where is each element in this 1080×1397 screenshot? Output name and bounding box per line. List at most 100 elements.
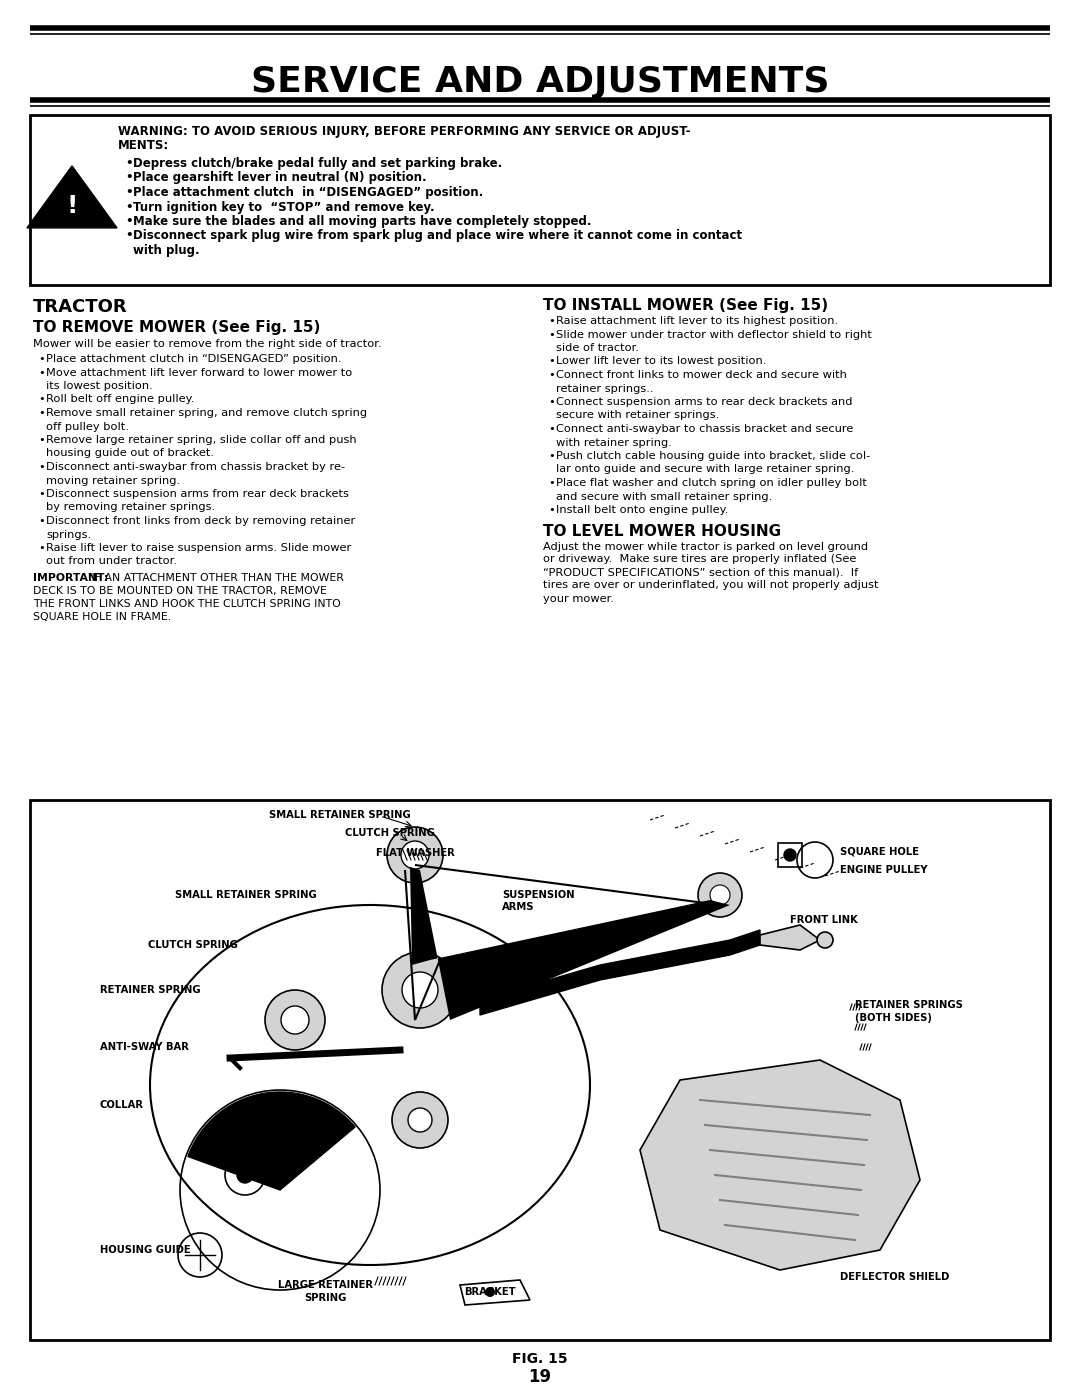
Text: •: • <box>548 356 555 366</box>
Circle shape <box>387 827 443 883</box>
Text: SMALL RETAINER SPRING: SMALL RETAINER SPRING <box>269 810 410 820</box>
Text: SPRING: SPRING <box>303 1294 347 1303</box>
Text: 19: 19 <box>528 1368 552 1386</box>
Text: moving retainer spring.: moving retainer spring. <box>46 475 180 486</box>
Text: DECK IS TO BE MOUNTED ON THE TRACTOR, REMOVE: DECK IS TO BE MOUNTED ON THE TRACTOR, RE… <box>33 585 327 597</box>
Text: •: • <box>38 408 44 418</box>
Text: Slide mower under tractor with deflector shield to right: Slide mower under tractor with deflector… <box>556 330 872 339</box>
Circle shape <box>408 1108 432 1132</box>
Text: •: • <box>548 370 555 380</box>
Text: Connect suspension arms to rear deck brackets and: Connect suspension arms to rear deck bra… <box>556 397 852 407</box>
Circle shape <box>784 849 796 861</box>
Wedge shape <box>188 1092 355 1190</box>
Text: •: • <box>38 353 44 365</box>
Bar <box>30 115 1050 285</box>
Text: its lowest position.: its lowest position. <box>46 381 152 391</box>
Text: •: • <box>125 186 133 198</box>
Text: THE FRONT LINKS AND HOOK THE CLUTCH SPRING INTO: THE FRONT LINKS AND HOOK THE CLUTCH SPRI… <box>33 599 341 609</box>
Text: !: ! <box>66 194 78 218</box>
Text: retainer springs..: retainer springs.. <box>556 384 653 394</box>
Text: •: • <box>38 489 44 499</box>
Text: Disconnect anti-swaybar from chassis bracket by re-: Disconnect anti-swaybar from chassis bra… <box>46 462 346 472</box>
Text: LARGE RETAINER: LARGE RETAINER <box>278 1280 373 1289</box>
Text: Connect front links to mower deck and secure with: Connect front links to mower deck and se… <box>556 370 847 380</box>
Circle shape <box>392 1092 448 1148</box>
Text: TO INSTALL MOWER (See Fig. 15): TO INSTALL MOWER (See Fig. 15) <box>543 298 828 313</box>
Text: TRACTOR: TRACTOR <box>33 298 127 316</box>
Text: SMALL RETAINER SPRING: SMALL RETAINER SPRING <box>175 890 316 900</box>
Circle shape <box>402 972 438 1009</box>
Text: •: • <box>125 229 133 243</box>
Text: •: • <box>548 478 555 488</box>
Circle shape <box>382 951 458 1028</box>
Text: •: • <box>38 394 44 405</box>
Text: Lower lift lever to its lowest position.: Lower lift lever to its lowest position. <box>556 356 767 366</box>
Text: RETAINER SPRING: RETAINER SPRING <box>100 985 201 995</box>
Text: •: • <box>548 397 555 407</box>
Text: springs.: springs. <box>46 529 91 539</box>
Text: Disconnect spark plug wire from spark plug and place wire where it cannot come i: Disconnect spark plug wire from spark pl… <box>133 229 742 243</box>
Text: ANTI-SWAY BAR: ANTI-SWAY BAR <box>100 1042 189 1052</box>
Text: Place attachment clutch in “DISENGAGED” position.: Place attachment clutch in “DISENGAGED” … <box>46 353 341 365</box>
Text: or driveway.  Make sure tires are properly inflated (See: or driveway. Make sure tires are properl… <box>543 555 856 564</box>
Bar <box>778 842 802 868</box>
Circle shape <box>816 932 833 949</box>
Circle shape <box>401 841 429 869</box>
Text: SERVICE AND ADJUSTMENTS: SERVICE AND ADJUSTMENTS <box>251 66 829 99</box>
Text: •: • <box>548 451 555 461</box>
Text: FLAT WASHER: FLAT WASHER <box>376 848 455 858</box>
Text: MENTS:: MENTS: <box>118 138 170 152</box>
Text: lar onto guide and secure with large retainer spring.: lar onto guide and secure with large ret… <box>556 464 854 475</box>
Text: Connect anti-swaybar to chassis bracket and secure: Connect anti-swaybar to chassis bracket … <box>556 425 853 434</box>
Text: DEFLECTOR SHIELD: DEFLECTOR SHIELD <box>840 1273 949 1282</box>
Text: Mower will be easier to remove from the right side of tractor.: Mower will be easier to remove from the … <box>33 339 381 349</box>
Text: CLUTCH SPRING: CLUTCH SPRING <box>346 828 435 838</box>
Circle shape <box>485 1287 495 1296</box>
Text: •: • <box>125 156 133 170</box>
Text: out from under tractor.: out from under tractor. <box>46 556 177 567</box>
Text: Disconnect suspension arms from rear deck brackets: Disconnect suspension arms from rear dec… <box>46 489 349 499</box>
Circle shape <box>281 1006 309 1034</box>
Text: •: • <box>38 462 44 472</box>
Text: •: • <box>125 215 133 228</box>
Text: Roll belt off engine pulley.: Roll belt off engine pulley. <box>46 394 194 405</box>
Text: WARNING: TO AVOID SERIOUS INJURY, BEFORE PERFORMING ANY SERVICE OR ADJUST-: WARNING: TO AVOID SERIOUS INJURY, BEFORE… <box>118 124 690 138</box>
Text: CLUTCH SPRING: CLUTCH SPRING <box>148 940 238 950</box>
Circle shape <box>710 886 730 905</box>
Text: Move attachment lift lever forward to lower mower to: Move attachment lift lever forward to lo… <box>46 367 352 377</box>
Polygon shape <box>27 166 117 228</box>
Circle shape <box>265 990 325 1051</box>
Polygon shape <box>480 930 760 1016</box>
Text: IF AN ATTACHMENT OTHER THAN THE MOWER: IF AN ATTACHMENT OTHER THAN THE MOWER <box>87 573 343 583</box>
Text: SUSPENSION
ARMS: SUSPENSION ARMS <box>502 890 575 912</box>
Text: •: • <box>548 316 555 326</box>
Text: (BOTH SIDES): (BOTH SIDES) <box>855 1013 932 1023</box>
Text: FIG. 15: FIG. 15 <box>512 1352 568 1366</box>
Text: with retainer spring.: with retainer spring. <box>556 437 672 447</box>
Text: secure with retainer springs.: secure with retainer springs. <box>556 411 719 420</box>
Text: Raise attachment lift lever to its highest position.: Raise attachment lift lever to its highe… <box>556 316 838 326</box>
Text: Place gearshift lever in neutral (N) position.: Place gearshift lever in neutral (N) pos… <box>133 172 427 184</box>
Text: Push clutch cable housing guide into bracket, slide col-: Push clutch cable housing guide into bra… <box>556 451 870 461</box>
Polygon shape <box>760 925 820 950</box>
Text: tires are over or underinflated, you will not properly adjust: tires are over or underinflated, you wil… <box>543 581 878 591</box>
Text: and secure with small retainer spring.: and secure with small retainer spring. <box>556 492 772 502</box>
Text: SQUARE HOLE IN FRAME.: SQUARE HOLE IN FRAME. <box>33 612 171 622</box>
Text: •: • <box>548 425 555 434</box>
Text: BRACKET: BRACKET <box>464 1287 516 1296</box>
Text: RETAINER SPRINGS: RETAINER SPRINGS <box>855 1000 963 1010</box>
Text: TO LEVEL MOWER HOUSING: TO LEVEL MOWER HOUSING <box>543 524 781 538</box>
Text: •: • <box>125 201 133 214</box>
Text: Depress clutch/brake pedal fully and set parking brake.: Depress clutch/brake pedal fully and set… <box>133 156 502 170</box>
Text: Place flat washer and clutch spring on idler pulley bolt: Place flat washer and clutch spring on i… <box>556 478 867 488</box>
Text: off pulley bolt.: off pulley bolt. <box>46 422 129 432</box>
Polygon shape <box>410 868 730 1020</box>
Circle shape <box>237 1166 253 1183</box>
Text: •: • <box>548 330 555 339</box>
Text: ENGINE PULLEY: ENGINE PULLEY <box>840 865 928 875</box>
Text: COLLAR: COLLAR <box>100 1099 144 1111</box>
Text: Remove small retainer spring, and remove clutch spring: Remove small retainer spring, and remove… <box>46 408 367 418</box>
Bar <box>30 800 1050 1340</box>
Text: “PRODUCT SPECIFICATIONS” section of this manual).  If: “PRODUCT SPECIFICATIONS” section of this… <box>543 567 859 577</box>
Text: SQUARE HOLE: SQUARE HOLE <box>840 847 919 856</box>
